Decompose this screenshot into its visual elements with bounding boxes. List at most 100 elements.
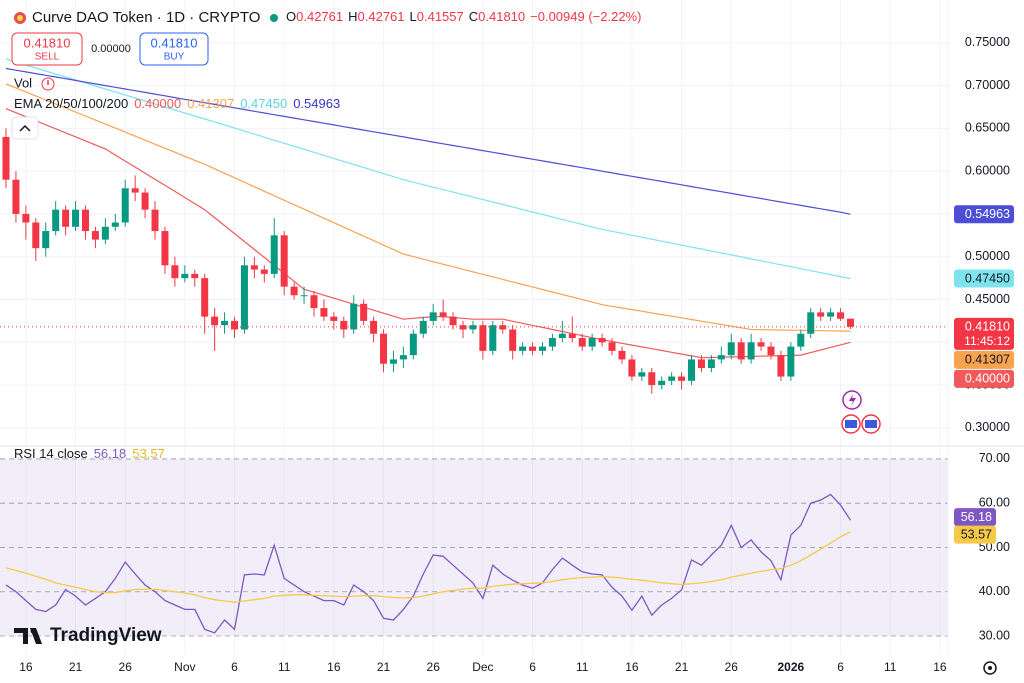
x-tick-label: Dec xyxy=(472,660,493,674)
x-tick-label: 16 xyxy=(933,660,947,674)
candle-body xyxy=(727,342,735,356)
candle-body xyxy=(767,346,775,356)
candle-body xyxy=(151,209,159,232)
ema-line xyxy=(5,108,851,359)
ema-legend-value: 0.54963 xyxy=(293,96,340,111)
candle-body xyxy=(697,359,705,368)
candle-body xyxy=(538,346,546,351)
y-tick-label: 0.65000 xyxy=(965,121,1010,135)
y-tick-label: 0.70000 xyxy=(965,78,1010,92)
candle-body xyxy=(489,325,497,351)
x-tick-label: 26 xyxy=(119,660,133,674)
candle-body xyxy=(747,342,755,360)
candle-body xyxy=(280,235,288,287)
candle-body xyxy=(310,295,318,309)
rsi-legend-value: 53.57 xyxy=(132,446,165,461)
flag-fill xyxy=(845,420,857,428)
price-tag-label: 0.47450 xyxy=(965,271,1010,285)
candle-body xyxy=(548,338,556,347)
candle-body xyxy=(519,346,527,351)
candle-body xyxy=(787,346,795,377)
candle-body xyxy=(72,209,80,227)
sell-label: SELL xyxy=(35,52,60,63)
x-tick-label: 16 xyxy=(19,660,33,674)
price-tag xyxy=(954,350,1014,369)
price-tag-label: 0.41810 xyxy=(965,320,1010,334)
ema-legend-value: 0.40000 xyxy=(134,96,181,111)
candle-body xyxy=(707,359,715,368)
candle-body xyxy=(22,213,30,223)
logo-text: TradingView xyxy=(50,625,162,646)
ema-line xyxy=(5,58,851,280)
status-dot xyxy=(270,14,278,22)
ohlc-letter: C xyxy=(469,9,478,24)
candle-body xyxy=(101,226,109,240)
candle-body xyxy=(499,325,507,330)
candle-body xyxy=(270,235,278,274)
candle-body xyxy=(2,136,10,180)
candle-body xyxy=(62,209,70,227)
collapse-button[interactable] xyxy=(11,116,39,140)
ohlc-letter: O xyxy=(286,9,296,24)
candle-body xyxy=(757,342,765,347)
ema-line xyxy=(5,83,851,332)
candle-body xyxy=(688,359,696,381)
low-value: 0.41557 xyxy=(417,9,464,24)
x-tick-label: 21 xyxy=(377,660,391,674)
rsi-line xyxy=(5,531,851,603)
candle-body xyxy=(161,231,169,266)
candle-body xyxy=(231,320,239,330)
candle-body xyxy=(717,355,725,360)
spread: 0.00000 xyxy=(91,43,131,55)
candle-body xyxy=(181,273,189,279)
rsi-band xyxy=(0,458,948,636)
y-tick-label: 0.45000 xyxy=(965,292,1010,306)
settings-icon[interactable] xyxy=(983,661,997,675)
rsi-line xyxy=(5,493,852,634)
candle-body xyxy=(807,312,815,334)
collapse-icon xyxy=(19,124,31,132)
candle-body xyxy=(479,325,487,351)
x-tick-label: 26 xyxy=(427,660,441,674)
candle-body xyxy=(568,333,576,339)
buy-button[interactable] xyxy=(139,32,209,66)
price-tag-label: 0.40000 xyxy=(965,372,1010,386)
y-tick-label: 40.00 xyxy=(979,584,1010,598)
candle-body xyxy=(578,338,586,347)
candle-body xyxy=(459,325,467,330)
x-tick-label: Nov xyxy=(174,660,195,674)
candle-body xyxy=(370,320,378,334)
candle-body xyxy=(409,333,417,356)
price-tag-label: 0.41307 xyxy=(965,353,1010,367)
candle-body xyxy=(558,333,566,339)
x-tick-label: 11 xyxy=(576,660,589,674)
logo-dot xyxy=(30,628,36,634)
candle-body xyxy=(81,209,89,232)
ema-legend-label: EMA 20/50/100/200 xyxy=(14,96,128,111)
candle-body xyxy=(797,333,805,347)
candle-body xyxy=(399,355,407,360)
candle-body xyxy=(618,350,626,360)
candle-body xyxy=(648,372,656,386)
candle-body xyxy=(52,209,60,232)
grid xyxy=(0,0,948,655)
candle-body xyxy=(250,265,258,270)
candle-body xyxy=(350,303,358,330)
x-tick-label: 16 xyxy=(625,660,639,674)
price-tag-label: 0.54963 xyxy=(965,207,1010,221)
sell-button[interactable] xyxy=(11,32,83,66)
candle-body xyxy=(817,312,825,317)
candle-body xyxy=(340,320,348,330)
candle-body xyxy=(449,316,457,326)
candle-body xyxy=(12,179,20,214)
candle-body xyxy=(380,333,388,364)
candle-body xyxy=(330,316,338,321)
candle-body xyxy=(529,346,537,351)
x-tick-label: 6 xyxy=(529,660,536,674)
candle-body xyxy=(846,318,854,327)
change: −0.00949 (−2.22%) xyxy=(530,9,641,24)
candle-body xyxy=(211,316,219,326)
ema-legend-value: 0.41307 xyxy=(187,96,234,111)
